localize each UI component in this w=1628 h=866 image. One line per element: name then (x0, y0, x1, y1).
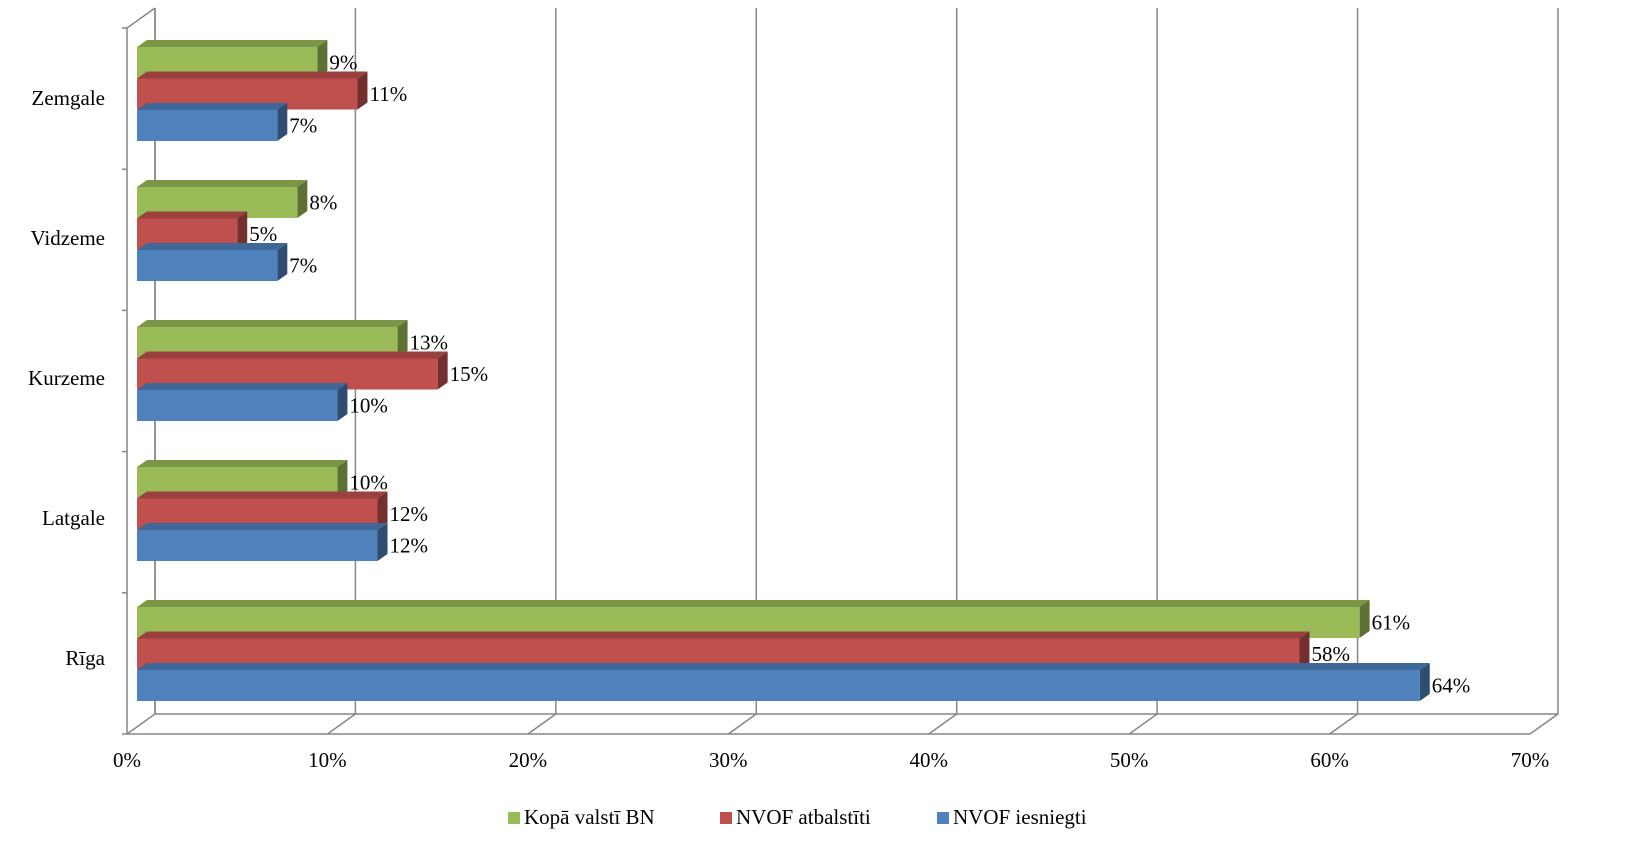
data-label: 15% (450, 362, 489, 386)
bar-top (137, 211, 248, 219)
bar-side (357, 71, 368, 110)
bar-side (397, 320, 408, 358)
bar-top (137, 631, 1310, 639)
data-label: 61% (1372, 610, 1411, 634)
grid-line (727, 8, 758, 735)
grid-line (527, 8, 557, 735)
x-tick-label: 60% (1310, 748, 1349, 772)
bar-top (137, 320, 408, 327)
data-label: 5% (249, 222, 277, 246)
x-tick-label: 50% (1110, 748, 1149, 772)
bar (137, 110, 278, 141)
bar-side (377, 491, 388, 530)
bar-side (277, 243, 288, 281)
grid-line (1128, 8, 1158, 735)
legend-label: Kopā valstī BN (524, 805, 655, 829)
grid-line (1329, 8, 1359, 735)
bar-top (137, 180, 308, 187)
bar-top (137, 383, 348, 390)
bar-side (237, 211, 248, 250)
x-tick-label: 20% (509, 748, 548, 772)
data-label: 13% (410, 330, 449, 354)
grid-line (1529, 8, 1559, 735)
bar-top (137, 351, 448, 359)
data-label: 64% (1432, 673, 1471, 697)
x-tick-label: 70% (1511, 748, 1550, 772)
bar-side (437, 351, 448, 390)
y-tick-label: Vidzeme (30, 226, 105, 250)
data-label: 12% (390, 533, 429, 557)
data-label: 11% (369, 82, 407, 106)
bar-side (1299, 631, 1310, 670)
bar (137, 670, 1420, 701)
bar (137, 390, 338, 421)
y-tick-label: Latgale (42, 506, 105, 530)
bar-top (137, 600, 1370, 607)
bar-side (317, 40, 328, 78)
grid-line (928, 8, 958, 735)
y-tick-label: Kurzeme (28, 366, 105, 390)
legend-label: NVOF iesniegti (953, 805, 1087, 829)
bar-side (277, 103, 288, 141)
bar-side (337, 460, 348, 498)
bar-top (137, 40, 328, 47)
data-label: 58% (1311, 642, 1350, 666)
x-tick-label: 30% (709, 748, 748, 772)
data-label: 10% (349, 393, 388, 417)
bar-side (1419, 663, 1430, 701)
x-tick-label: 0% (113, 748, 141, 772)
bar-top (137, 71, 368, 79)
bar (137, 530, 378, 561)
bar-top (137, 460, 348, 467)
legend-swatch (508, 812, 520, 824)
grid-line (326, 8, 357, 735)
y-tick-label: Rīga (65, 646, 105, 670)
bar-side (337, 383, 348, 421)
legend-label: NVOF atbalstīti (736, 805, 871, 829)
bar-top (137, 491, 388, 499)
data-label: 7% (289, 253, 317, 277)
legend-swatch (937, 812, 949, 824)
data-label: 10% (349, 470, 388, 494)
data-label: 7% (289, 113, 317, 137)
legend-swatch (720, 812, 732, 824)
bar (137, 250, 278, 281)
bar-side (297, 180, 308, 218)
bar-top (137, 663, 1430, 670)
data-label: 8% (309, 190, 337, 214)
x-tick-label: 40% (909, 748, 948, 772)
y-tick-label: Zemgale (32, 86, 105, 110)
bar-top (137, 523, 388, 530)
data-label: 9% (329, 50, 357, 74)
bar-side (377, 523, 388, 561)
bar-side (1359, 600, 1370, 638)
x-tick-label: 10% (308, 748, 347, 772)
bar-top (137, 103, 288, 110)
bar-top (137, 243, 288, 250)
data-label: 12% (390, 502, 429, 526)
